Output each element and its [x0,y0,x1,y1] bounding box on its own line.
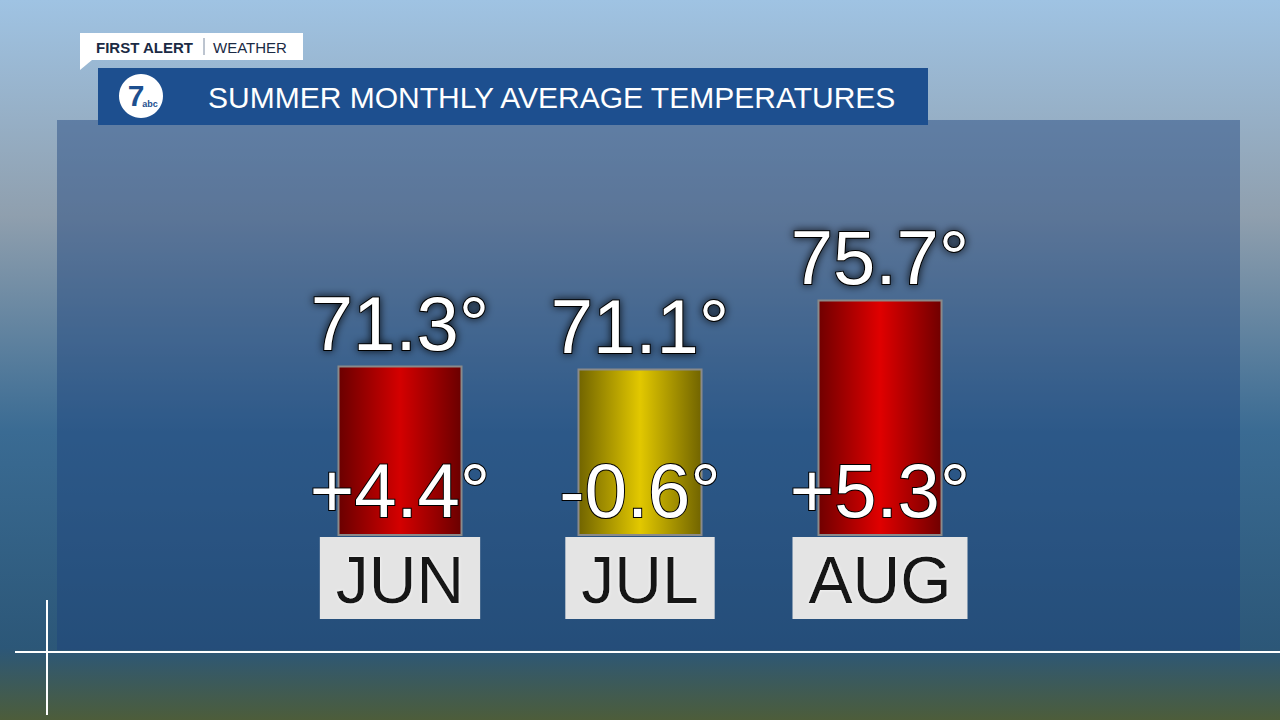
svg-text:+4.4°: +4.4° [310,448,490,533]
svg-text:71.1°: 71.1° [551,284,729,369]
svg-text:JUN: JUN [336,543,464,617]
svg-text:JUL: JUL [581,543,698,617]
svg-text:-0.6°: -0.6° [559,448,720,533]
svg-text:+5.3°: +5.3° [790,448,970,533]
svg-text:71.3°: 71.3° [311,281,489,366]
svg-text:7: 7 [127,78,145,112]
svg-text:SUMMER MONTHLY AVERAGE TEMPERA: SUMMER MONTHLY AVERAGE TEMPERATURES [208,81,895,114]
svg-text:FIRST ALERT: FIRST ALERT [96,39,193,56]
svg-text:abc: abc [142,99,158,109]
svg-text:75.7°: 75.7° [791,215,969,300]
svg-text:WEATHER: WEATHER [213,39,287,56]
svg-text:AUG: AUG [808,543,951,617]
